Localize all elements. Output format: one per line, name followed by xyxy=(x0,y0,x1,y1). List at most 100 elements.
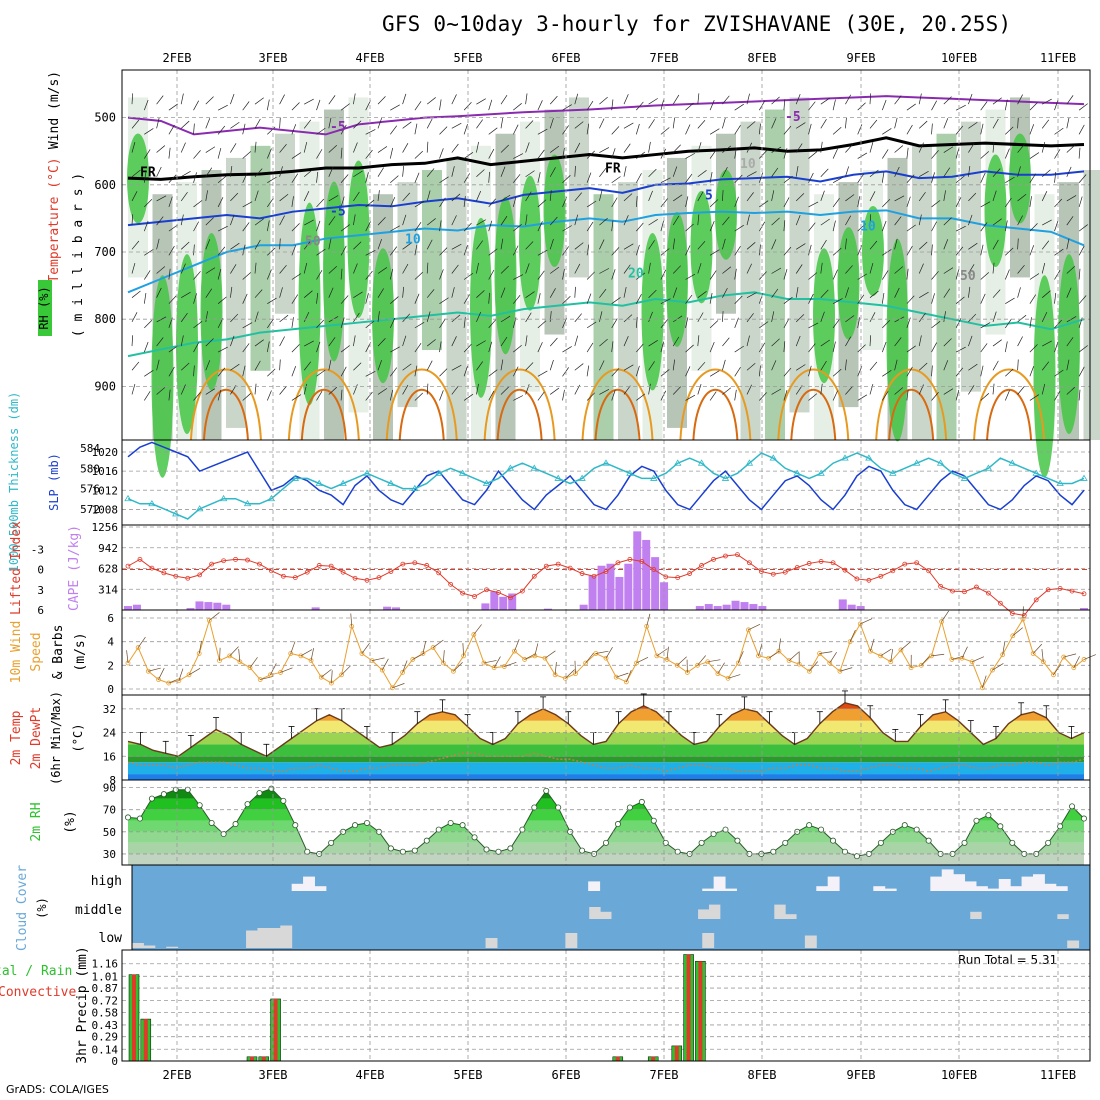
isotherm-hot-arch xyxy=(202,388,249,441)
slp-tick: 1016 xyxy=(92,465,119,478)
wind-barb xyxy=(820,190,825,202)
wind-barb xyxy=(439,126,448,135)
wind-barb xyxy=(574,286,576,298)
date-label-top: 9FEB xyxy=(847,51,876,65)
wind-barb xyxy=(562,147,565,159)
wind-barb xyxy=(254,262,257,274)
wind-barb xyxy=(156,166,162,177)
wind-barb xyxy=(230,143,237,153)
wind-barb xyxy=(832,390,838,401)
wind-barb xyxy=(672,238,675,250)
wind-barb xyxy=(328,145,338,153)
lifted-index-line xyxy=(127,554,1085,616)
wind-barb xyxy=(1041,311,1048,323)
wind-barb xyxy=(562,296,571,304)
wind-barb xyxy=(217,346,228,353)
lifted-index-marker xyxy=(878,573,884,579)
cape-bar xyxy=(186,608,195,610)
wind-barb xyxy=(1017,264,1025,274)
wind-barb xyxy=(1054,270,1061,280)
wind-speed-marker xyxy=(990,667,995,673)
wind-barb xyxy=(881,341,887,353)
wind-tick: 4 xyxy=(107,636,114,649)
wind-barb-10m xyxy=(788,651,799,661)
wind-barb xyxy=(365,149,373,159)
wind-barb xyxy=(316,149,323,159)
wind-barb xyxy=(857,152,868,159)
isotherm-hot-arch xyxy=(496,388,543,441)
wind-barb xyxy=(931,271,939,280)
wind-barb xyxy=(722,238,726,250)
thickness-marker xyxy=(578,474,586,481)
wind-barb xyxy=(931,244,933,256)
wind-barb xyxy=(426,141,429,153)
wind-barb xyxy=(832,269,838,280)
wind-barb-10m xyxy=(697,655,706,666)
wind-barb xyxy=(734,147,737,159)
wind-barb-10m xyxy=(981,675,987,688)
wind-speed-marker xyxy=(400,670,405,675)
wind-tick: 6 xyxy=(107,612,114,625)
wind-barb xyxy=(562,389,565,401)
rh-moist-blob xyxy=(151,275,174,478)
wind-barb xyxy=(660,248,670,256)
wind-barb xyxy=(869,240,878,250)
wind-barb xyxy=(931,392,939,401)
wind-barb xyxy=(1005,297,1015,304)
wind-barb xyxy=(377,217,386,226)
date-label-top: 10FEB xyxy=(941,51,977,65)
wind-barb xyxy=(426,118,433,129)
wind-barb xyxy=(180,142,186,153)
wind-barb xyxy=(832,341,836,353)
wind-barb xyxy=(1078,345,1088,353)
thickness-marker xyxy=(721,474,730,481)
thickness-marker xyxy=(339,479,347,486)
wind-barb xyxy=(586,342,594,353)
wind-barb xyxy=(623,364,634,371)
temperature-band xyxy=(128,720,1084,733)
wind-barb xyxy=(328,359,332,371)
wind-barb xyxy=(943,267,954,274)
wind-speed-marker xyxy=(695,662,700,668)
wind-barb xyxy=(180,120,190,129)
wind-barb xyxy=(500,265,509,274)
wind-barb xyxy=(1078,147,1081,159)
wind-barb xyxy=(500,336,508,347)
wind-barb xyxy=(513,103,522,111)
lifted-index-marker xyxy=(543,563,549,569)
rh-legend-swatch xyxy=(38,280,52,336)
wind-barb xyxy=(340,174,349,183)
isotherm-hot-arch xyxy=(986,388,1033,441)
wind-barb xyxy=(131,290,141,298)
wind-barb xyxy=(242,244,246,256)
wind-barb xyxy=(365,391,373,401)
wind-barb xyxy=(968,143,975,153)
wind-barb xyxy=(635,365,640,377)
wind-barb xyxy=(193,123,195,135)
wind-barb xyxy=(697,170,707,178)
wind-barb xyxy=(992,97,1002,105)
isotherm-warm-arch xyxy=(973,368,1046,441)
wind-barb xyxy=(697,241,706,250)
wind-barb xyxy=(722,359,726,371)
thickness-marker xyxy=(506,464,515,471)
wind-barb xyxy=(1066,337,1074,347)
thickness-marker xyxy=(817,469,825,476)
wind-barb xyxy=(451,264,459,274)
cape-bar xyxy=(695,606,704,610)
wind-barb xyxy=(291,223,300,232)
thickness-marker xyxy=(315,479,323,486)
thickness-marker xyxy=(936,459,945,466)
wind-barb xyxy=(279,166,283,177)
wind-barb xyxy=(217,104,228,111)
wind-barb xyxy=(242,365,246,377)
wind-speed-marker xyxy=(298,653,304,659)
wind-barb xyxy=(537,221,543,232)
wind-speed-marker xyxy=(735,660,741,666)
wind-barb xyxy=(500,144,509,153)
wind-barb xyxy=(512,196,517,208)
cape-tick: 1256 xyxy=(92,521,119,534)
wind-barb-10m xyxy=(829,651,837,664)
wind-barb xyxy=(722,117,726,129)
pressure-tick-label: 800 xyxy=(94,312,116,326)
